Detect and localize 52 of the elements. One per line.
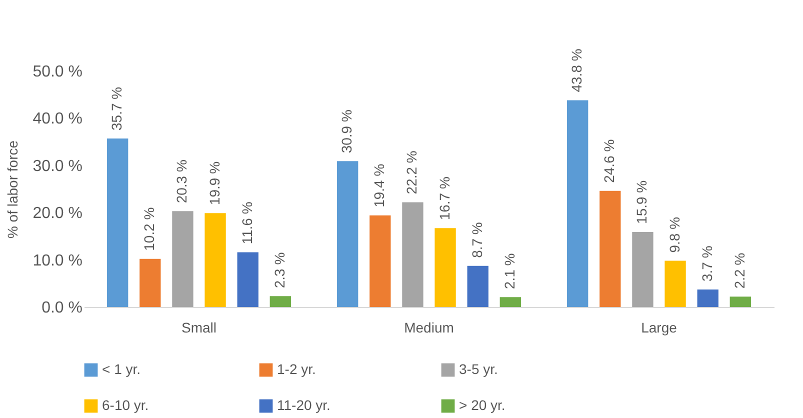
bar [270, 296, 291, 307]
bar [632, 232, 654, 307]
data-label: 35.7 % [108, 86, 125, 130]
y-axis-title: % of labor force [4, 140, 21, 239]
legend-label: > 20 yr. [459, 397, 506, 413]
x-tick-label: Large [641, 320, 678, 336]
bar [567, 100, 588, 307]
data-label: 8.7 % [468, 222, 485, 258]
y-tick-label: 50.0 % [32, 64, 82, 80]
data-label: 43.8 % [568, 48, 585, 92]
bar [140, 258, 161, 307]
bar [500, 297, 521, 307]
bar [370, 215, 391, 307]
bar [697, 290, 718, 307]
legend-label: 6-10 yr. [102, 397, 149, 413]
bar [664, 260, 686, 307]
bar [467, 266, 488, 307]
data-label: 2.3 % [271, 252, 288, 288]
legend-label: 3-5 yr. [459, 361, 498, 377]
bar [204, 213, 226, 307]
bar [730, 296, 751, 307]
x-tick-label: Medium [404, 320, 454, 336]
data-label: 20.3 % [174, 160, 190, 204]
bar [434, 228, 456, 307]
data-label: 19.4 % [371, 164, 388, 208]
legend-label: < 1 yr. [102, 361, 141, 377]
data-label: 10.2 % [141, 207, 158, 251]
data-label: 16.7 % [436, 176, 452, 220]
bar [237, 252, 258, 307]
data-label: 9.8 % [666, 216, 682, 253]
y-tick-label: 40.0 % [32, 110, 82, 128]
data-label: 24.6 % [601, 139, 618, 183]
legend-label: 1-2 yr. [277, 361, 316, 377]
y-tick-label: 30.0 % [32, 158, 82, 175]
x-tick-label: Small [181, 320, 217, 336]
legend-label: 11-20 yr. [277, 397, 330, 413]
bar [402, 202, 424, 307]
bar [107, 138, 128, 307]
bar [600, 190, 621, 307]
data-label: 15.9 % [634, 180, 650, 224]
data-label: 30.9 % [338, 110, 355, 154]
data-label: 2.2 % [731, 252, 748, 289]
bar [172, 211, 194, 307]
bar [337, 161, 358, 307]
data-label: 11.6 % [238, 202, 255, 244]
data-label: 22.2 % [404, 150, 420, 194]
y-tick-label: 20.0 % [32, 205, 82, 222]
y-tick-label: 0.0 % [42, 300, 82, 316]
data-label: 19.9 % [206, 161, 222, 206]
data-label: 2.1 % [501, 253, 518, 290]
data-label: 3.7 % [698, 246, 715, 282]
y-tick-label: 10.0 % [32, 252, 82, 270]
